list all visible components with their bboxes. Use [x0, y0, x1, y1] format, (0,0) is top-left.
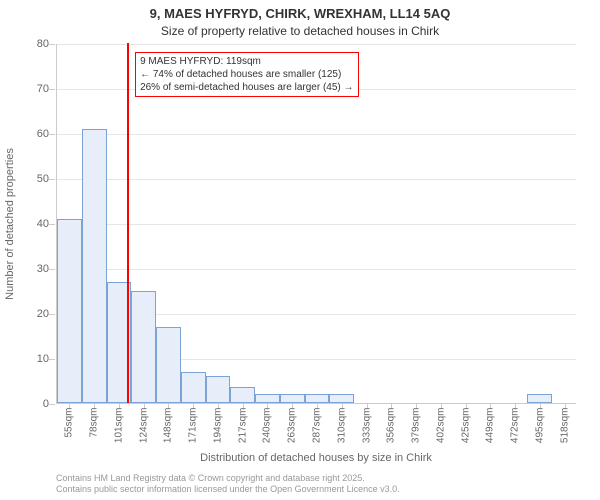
y-tick-label: 0: [23, 398, 49, 410]
x-tick-label: 194sqm: [212, 408, 223, 444]
x-tick-label: 78sqm: [89, 408, 100, 438]
histogram-bar: [131, 291, 156, 404]
annotation-title: 9 MAES HYFRYD: 119sqm: [140, 55, 353, 68]
credits-line-1: Contains HM Land Registry data © Crown c…: [56, 473, 400, 485]
x-tick-label: 425sqm: [460, 408, 471, 444]
x-axis-label: Distribution of detached houses by size …: [56, 452, 576, 464]
x-tick-label: 518sqm: [559, 408, 570, 444]
y-tick-label: 70: [23, 83, 49, 95]
x-tick-label: 356sqm: [386, 408, 397, 444]
histogram-bar: [181, 372, 206, 404]
x-tick-label: 148sqm: [163, 408, 174, 444]
x-tick-label: 124sqm: [138, 408, 149, 444]
gridline: [57, 44, 576, 45]
x-tick-label: 310sqm: [336, 408, 347, 444]
histogram-bar: [305, 394, 330, 403]
x-tick-label: 217sqm: [237, 408, 248, 444]
histogram-bar: [230, 387, 255, 403]
y-tick-label: 10: [23, 353, 49, 365]
y-tick: [49, 134, 55, 135]
credits-line-2: Contains public sector information licen…: [56, 484, 400, 496]
y-tick-label: 30: [23, 263, 49, 275]
y-tick: [49, 179, 55, 180]
annotation-smaller: ← 74% of detached houses are smaller (12…: [140, 68, 353, 81]
histogram-bar: [57, 219, 82, 404]
y-tick: [49, 89, 55, 90]
x-tick-label: 287sqm: [312, 408, 323, 444]
histogram-bar: [280, 394, 305, 403]
x-tick-label: 55sqm: [64, 408, 75, 438]
y-tick: [49, 44, 55, 45]
histogram-bar: [156, 327, 181, 404]
annotation-larger: 26% of semi-detached houses are larger (…: [140, 81, 353, 94]
y-tick: [49, 224, 55, 225]
x-tick-label: 495sqm: [534, 408, 545, 444]
y-tick: [49, 269, 55, 270]
page-subtitle: Size of property relative to detached ho…: [0, 24, 600, 38]
page-title: 9, MAES HYFRYD, CHIRK, WREXHAM, LL14 5AQ: [0, 6, 600, 21]
y-tick: [49, 359, 55, 360]
histogram-bar: [329, 394, 354, 403]
y-tick-label: 60: [23, 128, 49, 140]
x-tick-label: 402sqm: [435, 408, 446, 444]
x-tick-label: 240sqm: [262, 408, 273, 444]
y-tick: [49, 314, 55, 315]
gridline: [57, 179, 576, 180]
histogram-bar: [82, 129, 107, 404]
y-axis-label: Number of detached properties: [4, 148, 16, 300]
y-tick-label: 50: [23, 173, 49, 185]
chart-container: 9, MAES HYFRYD, CHIRK, WREXHAM, LL14 5AQ…: [0, 0, 600, 500]
x-tick-label: 101sqm: [113, 408, 124, 444]
x-tick-label: 379sqm: [411, 408, 422, 444]
histogram-bar: [206, 376, 231, 403]
gridline: [57, 134, 576, 135]
credits: Contains HM Land Registry data © Crown c…: [56, 473, 400, 496]
subject-marker-line: [127, 43, 129, 403]
annotation-box: 9 MAES HYFRYD: 119sqm← 74% of detached h…: [135, 52, 358, 97]
y-tick-label: 40: [23, 218, 49, 230]
gridline: [57, 224, 576, 225]
gridline: [57, 269, 576, 270]
y-tick-label: 80: [23, 38, 49, 50]
histogram-bar: [527, 394, 552, 403]
histogram-bar: [255, 394, 280, 403]
plot-area: 0102030405060708055sqm78sqm101sqm124sqm1…: [56, 44, 576, 404]
x-tick-label: 263sqm: [287, 408, 298, 444]
x-tick-label: 472sqm: [510, 408, 521, 444]
x-tick-label: 333sqm: [361, 408, 372, 444]
x-tick-label: 449sqm: [485, 408, 496, 444]
y-tick: [49, 404, 55, 405]
y-tick-label: 20: [23, 308, 49, 320]
x-tick-label: 171sqm: [188, 408, 199, 444]
